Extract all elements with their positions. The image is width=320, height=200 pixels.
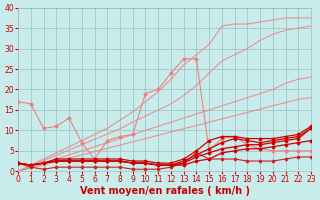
X-axis label: Vent moyen/en rafales ( km/h ): Vent moyen/en rafales ( km/h )	[80, 186, 250, 196]
